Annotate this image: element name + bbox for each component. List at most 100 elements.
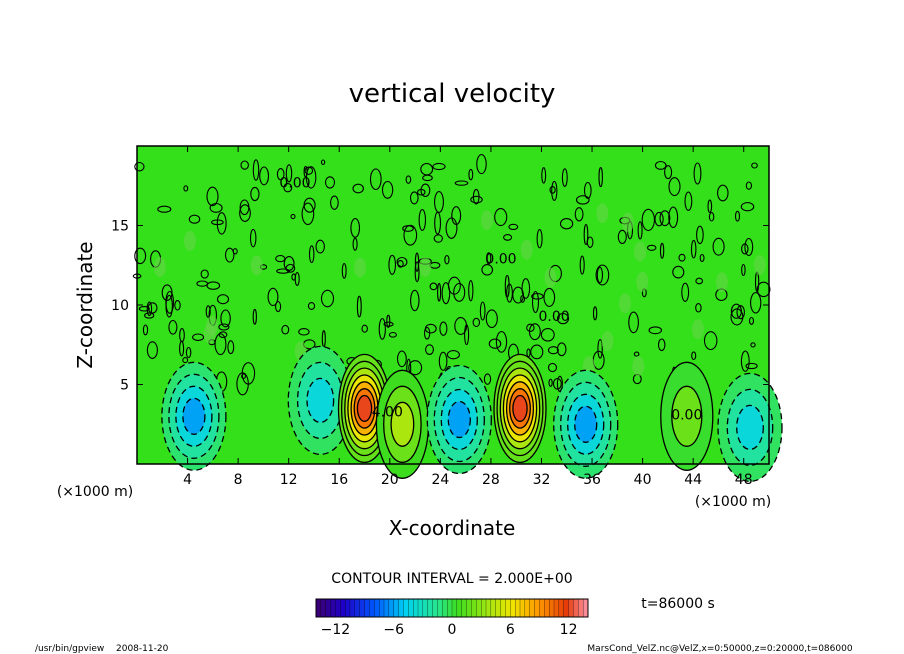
contour-loop [441,282,451,305]
contour-loop [520,295,526,303]
contour-loop [240,160,249,170]
colorbar-ticks: −12 −6 0 6 12 [321,622,578,638]
contour-label: 0.00 [539,309,570,325]
contour-loop [691,351,697,361]
contour-loop [352,237,358,251]
contour-loop [200,269,209,279]
colorbar-segment [374,598,380,618]
x-tick-label: 36 [583,472,601,488]
footer-source: MarsCond_VelZ.nc@VelZ,x=0:50000,z=0:2000… [587,644,852,654]
contour-loop [414,261,420,283]
contour-loop [712,237,725,256]
contour-loop [476,154,487,175]
turbulence-patch [206,315,218,336]
turbulence-patch [715,272,728,293]
contour-loop [303,197,316,213]
y-unit-label: (×1000 m) [57,484,133,500]
contour-loop [628,311,639,334]
contour-level [736,404,764,451]
contour-loop [402,225,414,232]
contour-loop [451,206,462,226]
contour-loop [472,317,481,328]
colorbar-segment [378,598,385,618]
contour-loop [472,188,480,205]
contour-loop [216,212,227,235]
contour-loop [239,204,251,222]
turbulence-patch [691,319,704,340]
colorbar-segment [364,598,370,618]
contour-loop [486,252,492,265]
contour-loop [654,211,664,227]
contour-loop [439,321,448,336]
contour-loop [388,254,397,275]
contour-loop [138,306,150,312]
contour-loop [488,338,502,349]
contour-loop [422,174,433,182]
contour-loop [583,223,589,246]
contour-loop [734,210,741,222]
contour-loop [350,218,361,238]
contour-loop [468,280,474,302]
x-tick-label: 16 [330,472,348,488]
contour-loop [403,224,418,246]
turbulence-patch [480,210,493,231]
updraft-cell [660,361,714,471]
contour-loop [241,373,247,379]
contour-loop [434,191,444,213]
contour-loop [174,300,181,311]
contour-loop [681,282,690,302]
contour-loop [433,234,443,243]
contour-loop [134,161,145,172]
contour-loop [157,205,172,213]
x-axis-ticks: 4 8 12 16 20 24 28 32 36 40 44 48 [183,146,753,488]
colorbar-segment [573,598,579,618]
velocity-features [161,345,783,483]
colorbar-segment [388,598,395,618]
y-tick-label: 15 [111,219,129,235]
contour-loop [142,324,149,336]
y-axis-ticks: 5 10 15 [111,219,769,394]
contour-label: 0.00 [279,175,310,191]
x-tick-label: 24 [431,472,449,488]
contour-loop [556,342,567,357]
colorbar-segment [456,598,463,618]
contour-loop [745,181,753,190]
contour-loop [552,377,562,390]
contour-loop [356,295,362,318]
contour-loop [641,208,655,232]
contour-loop [708,212,715,222]
colorbar-segment [505,598,511,618]
downdraft-cell [287,345,353,456]
contour-loop [147,302,158,314]
downdraft-cell [161,361,227,471]
y-axis-label: Z-coordinate [73,241,97,368]
x-unit-label: (×1000 m) [695,494,771,510]
contour-loop [220,309,231,328]
colorbar-segment [514,598,521,618]
colorbar-segment [359,598,366,618]
colorbar-segment [408,598,414,618]
colorbar-tick-label: 0 [448,622,457,638]
contour-loop [648,326,663,335]
contour-loop [540,328,555,342]
turbulence-patch [601,331,614,352]
contour-loop [144,312,155,319]
contour-loop [470,195,483,204]
contour-loop [301,202,315,226]
colorbar-segment [529,598,536,618]
x-tick-label: 44 [684,472,702,488]
x-tick-label: 8 [234,472,243,488]
contour-loop [756,281,771,298]
contour-loop [183,185,189,192]
chart-title: vertical velocity [349,79,556,109]
contour-loop [315,239,325,254]
turbulence-patch [183,230,196,251]
contour-loop [695,303,702,313]
contour-loop [408,360,423,376]
turbulence-patch [621,212,634,233]
colorbar-segment [437,598,443,618]
contour-loop [307,302,316,310]
contour-label: 0.00 [485,252,516,268]
contour-loop [444,254,450,265]
turbulence-patch [520,239,533,260]
